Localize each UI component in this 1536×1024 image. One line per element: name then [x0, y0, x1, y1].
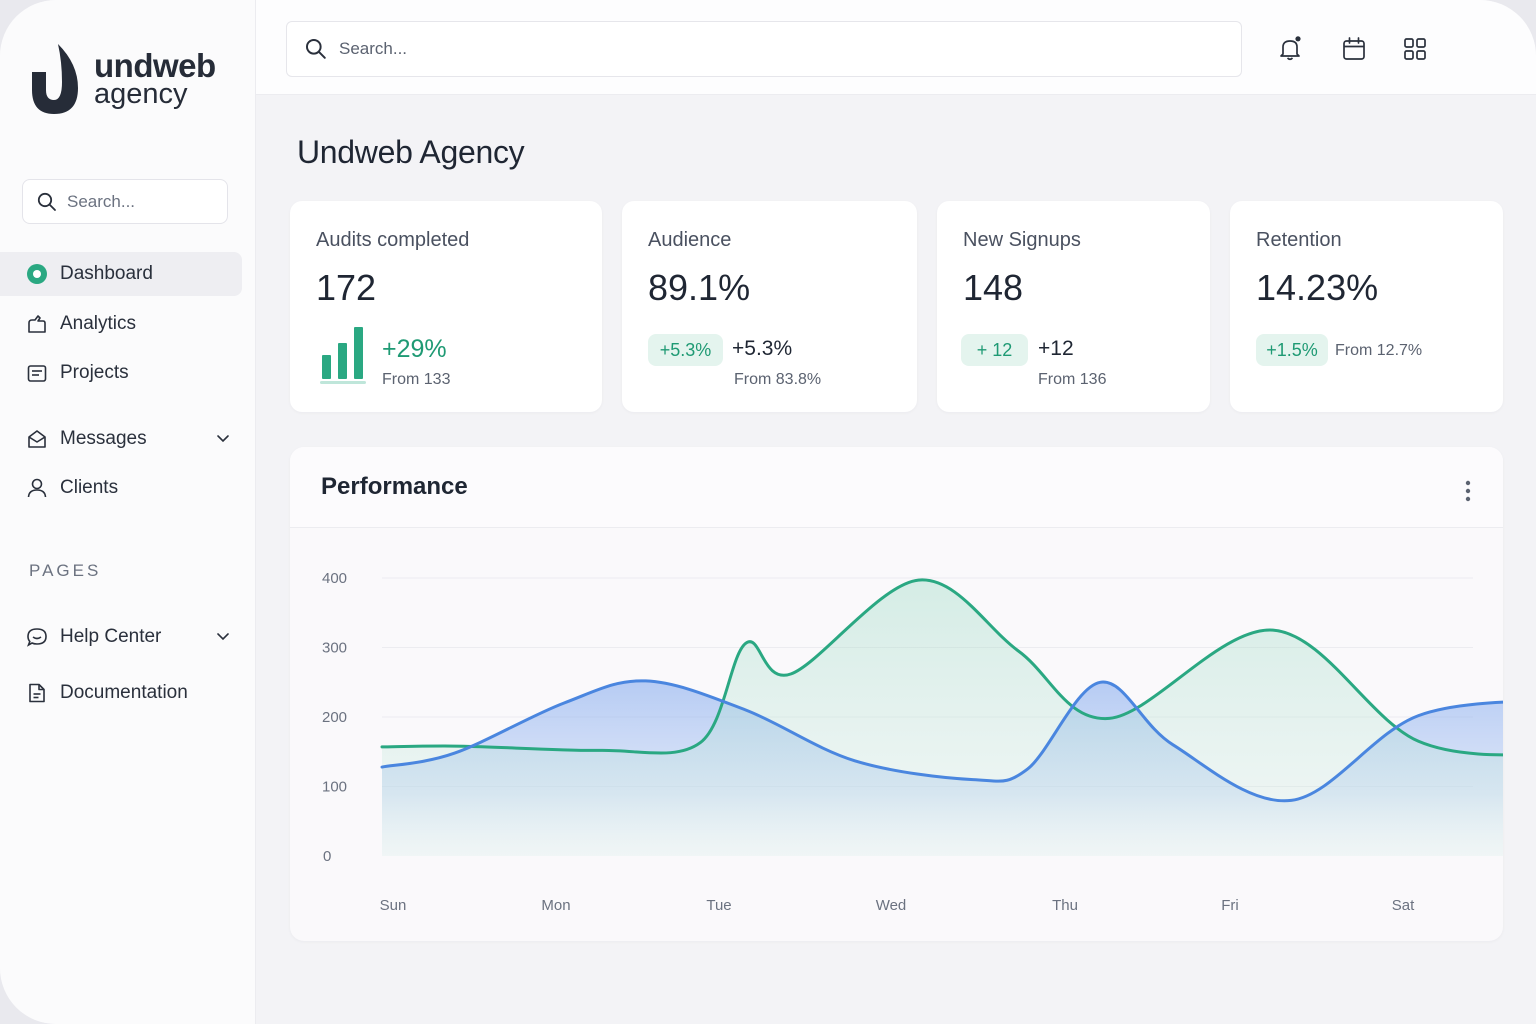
- mini-bar-chart: [320, 327, 366, 384]
- sidebar-item-label: Projects: [60, 362, 129, 383]
- mini-bar-base: [320, 381, 366, 384]
- stat-card-delta: +29%: [382, 335, 447, 363]
- brand-name: undweb: [94, 47, 216, 84]
- brand-logo[interactable]: undweb agency: [28, 42, 216, 118]
- stat-card-label: New Signups: [963, 229, 1081, 251]
- top-search-placeholder: Search...: [339, 39, 408, 58]
- mini-bar: [338, 343, 347, 379]
- sidebar: undweb agency Search... Dashboard An: [0, 0, 256, 1024]
- logo-mark-icon: [32, 44, 78, 114]
- sidebar-search-input[interactable]: Search...: [22, 179, 228, 224]
- y-tick-label: 300: [322, 640, 347, 657]
- x-tick-label: Sat: [1392, 897, 1415, 914]
- sidebar-item-messages[interactable]: Messages: [0, 417, 242, 461]
- x-tick-label: Sun: [380, 897, 407, 914]
- top-search-input[interactable]: Search...: [286, 21, 1242, 77]
- stat-card-label: Retention: [1256, 229, 1342, 251]
- stat-card-value: 148: [963, 267, 1024, 308]
- change-badge: +5.3%: [648, 334, 723, 366]
- performance-title: Performance: [321, 473, 468, 500]
- search-icon: [37, 192, 56, 211]
- performance-header: Performance: [290, 447, 1503, 528]
- stat-card-from: From 12.7%: [1335, 342, 1423, 359]
- stat-card-label: Audience: [648, 229, 732, 251]
- change-badge: +1.5%: [1256, 334, 1328, 366]
- stat-card-retention[interactable]: Retention 14.23% +1.5% From 12.7%: [1230, 201, 1503, 412]
- chat-icon: [26, 626, 48, 648]
- y-tick-label: 200: [322, 709, 347, 726]
- projects-icon: [26, 362, 48, 384]
- bell-icon[interactable]: [1277, 36, 1303, 62]
- sidebar-item-label: Help Center: [60, 626, 162, 647]
- chevron-down-icon[interactable]: [216, 629, 230, 643]
- sidebar-item-analytics[interactable]: Analytics: [0, 302, 242, 346]
- stat-card-from: From 83.8%: [734, 371, 822, 388]
- mini-bar: [322, 355, 331, 379]
- user-icon: [26, 477, 48, 499]
- sidebar-item-dashboard[interactable]: Dashboard: [0, 252, 242, 296]
- stat-card-from: From 133: [382, 371, 451, 388]
- stat-card-from: From 136: [1038, 371, 1107, 388]
- change-badge: + 12: [961, 334, 1028, 366]
- sidebar-item-label: Analytics: [60, 313, 137, 334]
- messages-icon: [26, 428, 48, 450]
- document-icon: [26, 682, 48, 704]
- y-tick-label: 0: [323, 848, 331, 865]
- x-tick-label: Tue: [706, 897, 731, 914]
- page-title: Undweb Agency: [297, 134, 525, 170]
- chevron-down-icon[interactable]: [216, 431, 230, 445]
- brand-subtitle: agency: [94, 78, 188, 110]
- sidebar-item-label: Documentation: [60, 682, 188, 703]
- stat-card-label: Audits completed: [316, 229, 470, 251]
- sidebar-item-label: Messages: [60, 428, 147, 449]
- pages-section-label: PAGES: [29, 561, 102, 580]
- sidebar-search-placeholder: Search...: [67, 191, 136, 211]
- dashboard-dot-icon: [26, 263, 48, 285]
- series-line-0: [380, 578, 1503, 757]
- series-area-0: [382, 580, 1503, 856]
- stat-card-delta: +5.3%: [732, 337, 793, 360]
- x-tick-label: Thu: [1052, 897, 1078, 914]
- sidebar-item-projects[interactable]: Projects: [0, 351, 242, 395]
- sidebar-item-label: Dashboard: [60, 263, 153, 284]
- x-tick-label: Mon: [541, 897, 570, 914]
- stat-card-delta: +12: [1038, 337, 1074, 360]
- series-line-1: [380, 679, 1503, 803]
- x-tick-label: Wed: [876, 897, 907, 914]
- mini-bar: [354, 327, 363, 379]
- kebab-menu-icon[interactable]: [1463, 479, 1473, 503]
- calendar-icon[interactable]: [1341, 36, 1367, 62]
- x-tick-label: Fri: [1221, 897, 1239, 914]
- topbar: Search...: [256, 0, 1536, 95]
- analytics-icon: [26, 313, 48, 335]
- stat-card-value: 89.1%: [648, 267, 751, 308]
- sidebar-item-help-center[interactable]: Help Center: [0, 615, 242, 659]
- stat-card-audits[interactable]: Audits completed 172 +29% From 133: [290, 201, 602, 412]
- sidebar-item-documentation[interactable]: Documentation: [0, 671, 242, 715]
- search-icon: [305, 38, 326, 59]
- sidebar-item-clients[interactable]: Clients: [0, 466, 242, 510]
- stat-card-value: 172: [316, 267, 377, 308]
- y-tick-label: 100: [322, 779, 347, 796]
- stat-card-audience[interactable]: Audience 89.1% +5.3% +5.3% From 83.8%: [622, 201, 917, 412]
- performance-chart: 0 100 200 300 400 Sun Mon Tue Wed Thu Fri Sat: [322, 570, 1503, 914]
- performance-panel: Performance 0 100 200 300 400 Sun Mon Tue W: [290, 447, 1503, 941]
- stat-card-value: 14.23%: [1256, 267, 1379, 308]
- stat-card-signups[interactable]: New Signups 148 + 12 +12 From 136: [937, 201, 1210, 412]
- grid-icon[interactable]: [1402, 36, 1428, 62]
- sidebar-item-label: Clients: [60, 477, 119, 498]
- y-tick-label: 400: [322, 570, 347, 587]
